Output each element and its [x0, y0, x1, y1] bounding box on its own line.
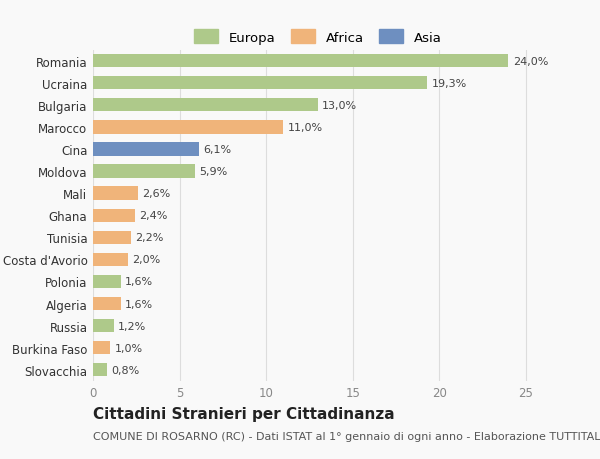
Text: 24,0%: 24,0% — [513, 56, 548, 67]
Text: 2,2%: 2,2% — [136, 233, 164, 243]
Text: 2,0%: 2,0% — [132, 255, 160, 265]
Text: 5,9%: 5,9% — [199, 167, 227, 177]
Bar — [93, 231, 131, 244]
Text: 1,6%: 1,6% — [125, 299, 153, 309]
Bar — [93, 319, 114, 332]
Bar — [93, 275, 121, 288]
Bar — [93, 55, 508, 68]
Bar — [93, 253, 128, 266]
Text: 6,1%: 6,1% — [203, 145, 231, 155]
Text: 11,0%: 11,0% — [288, 123, 323, 133]
Text: 1,2%: 1,2% — [118, 321, 146, 331]
Legend: Europa, Africa, Asia: Europa, Africa, Asia — [194, 31, 442, 45]
Text: 2,6%: 2,6% — [142, 189, 170, 199]
Text: 13,0%: 13,0% — [322, 101, 358, 111]
Bar — [93, 143, 199, 156]
Bar — [93, 77, 427, 90]
Bar — [93, 121, 283, 134]
Bar — [93, 364, 107, 376]
Text: 1,6%: 1,6% — [125, 277, 153, 287]
Bar — [93, 99, 318, 112]
Bar — [93, 341, 110, 354]
Text: 2,4%: 2,4% — [139, 211, 167, 221]
Bar — [93, 209, 134, 222]
Bar — [93, 297, 121, 310]
Bar — [93, 187, 138, 200]
Bar — [93, 165, 195, 178]
Text: 1,0%: 1,0% — [115, 343, 143, 353]
Text: Cittadini Stranieri per Cittadinanza: Cittadini Stranieri per Cittadinanza — [93, 406, 395, 421]
Text: COMUNE DI ROSARNO (RC) - Dati ISTAT al 1° gennaio di ogni anno - Elaborazione TU: COMUNE DI ROSARNO (RC) - Dati ISTAT al 1… — [93, 431, 600, 442]
Text: 0,8%: 0,8% — [111, 365, 139, 375]
Text: 19,3%: 19,3% — [431, 78, 467, 89]
